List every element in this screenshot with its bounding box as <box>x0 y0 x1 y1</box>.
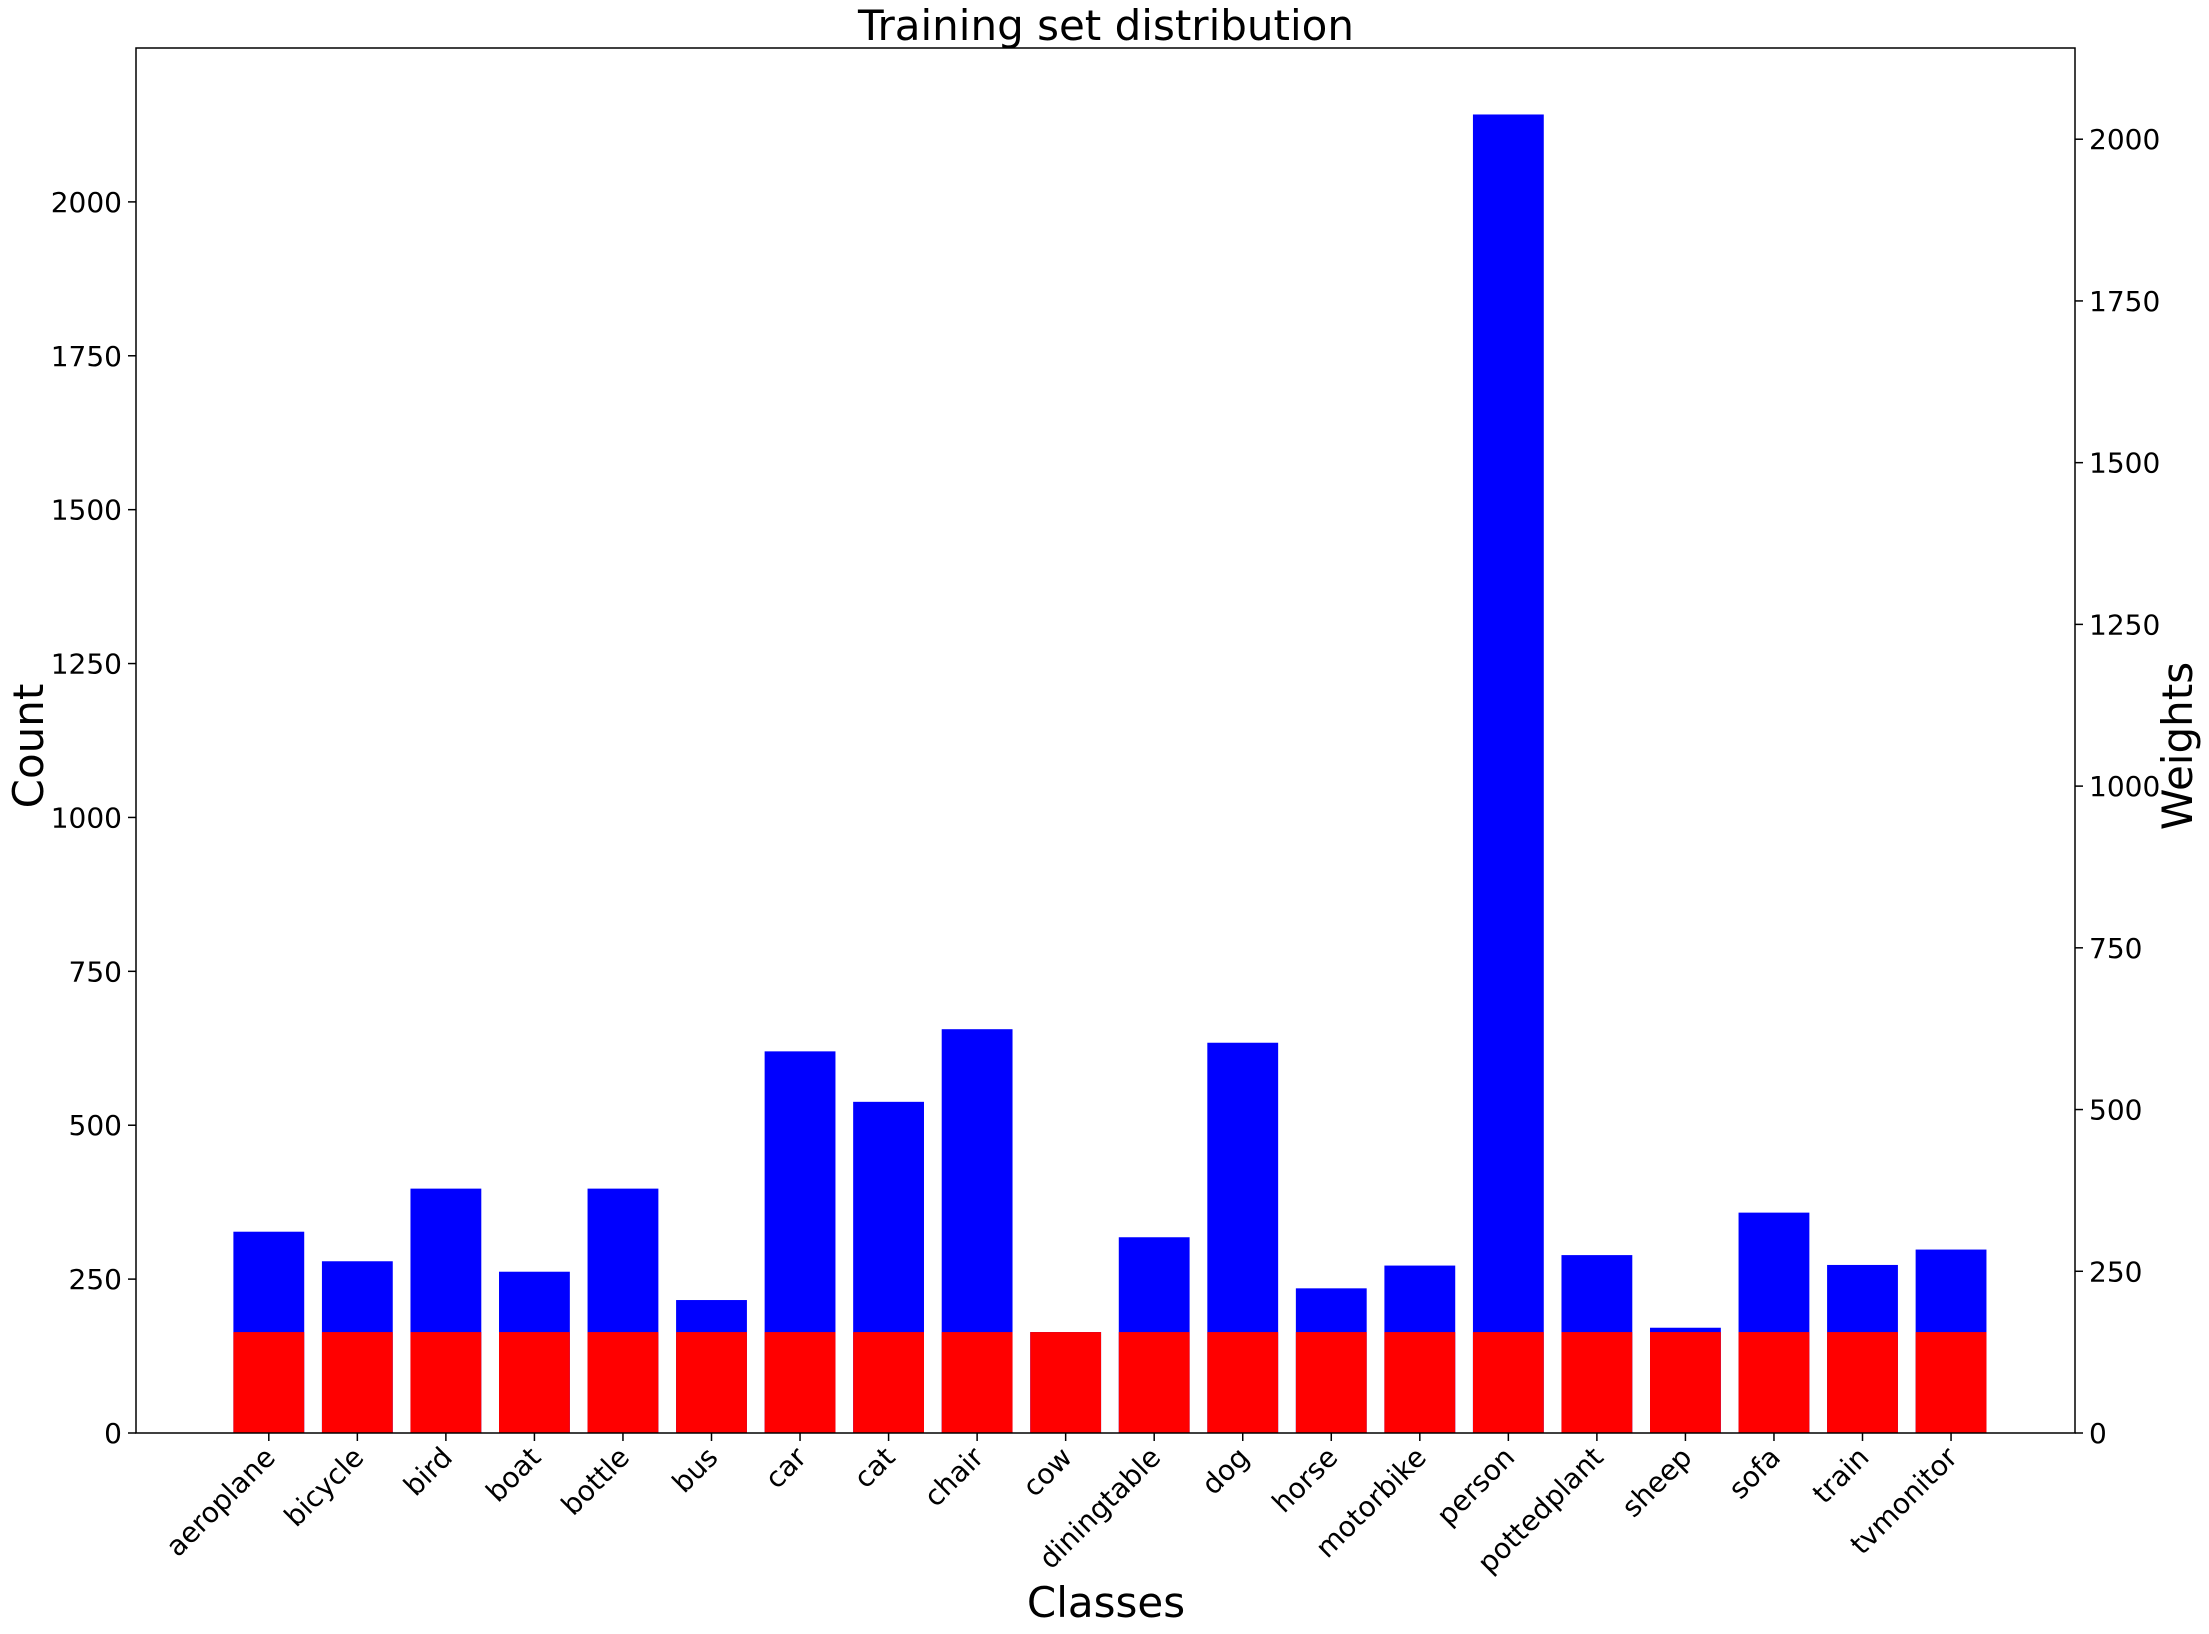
x-tick-label-bus: bus <box>666 1441 725 1500</box>
y-axis-title-left: Count <box>4 684 53 809</box>
weight-bar-chair <box>941 1332 1013 1433</box>
weight-bar-dog <box>1207 1332 1279 1433</box>
x-tick-label-bicycle: bicycle <box>278 1441 371 1534</box>
weight-bar-aeroplane <box>233 1332 305 1433</box>
x-tick-label-boat: boat <box>479 1441 547 1509</box>
y-tick-label-right: 250 <box>2089 1255 2142 1288</box>
y-tick-label-right: 2000 <box>2089 123 2160 156</box>
weight-bar-boat <box>499 1332 570 1433</box>
weight-bar-person <box>1472 1332 1544 1433</box>
y-tick-label-right: 1250 <box>2089 608 2160 641</box>
plot-frame <box>135 47 2076 1434</box>
chart-title: Training set distribution <box>857 1 1354 50</box>
weight-bar-sofa <box>1738 1332 1810 1433</box>
weight-bar-motorbike <box>1384 1332 1456 1433</box>
x-tick-label-dog: dog <box>1195 1441 1256 1502</box>
weight-bar-cat <box>853 1332 924 1433</box>
weight-bar-horse <box>1295 1332 1367 1433</box>
y-tick-label-right: 1750 <box>2089 285 2160 318</box>
weight-bar-cow <box>1030 1332 1102 1433</box>
x-tick-label-cow: cow <box>1016 1441 1079 1504</box>
weight-bar-train <box>1827 1332 1898 1433</box>
y-tick-label-left: 2000 <box>51 186 122 219</box>
x-tick-label-bird: bird <box>397 1441 459 1503</box>
weight-bar-bus <box>676 1332 747 1433</box>
count-bar-person <box>1472 114 1544 1434</box>
weight-bar-bicycle <box>321 1332 393 1433</box>
y-tick-label-left: 500 <box>69 1109 122 1142</box>
y-tick-label-right: 750 <box>2089 932 2142 965</box>
y-tick-label-left: 1500 <box>51 494 122 527</box>
x-tick-label-horse: horse <box>1266 1441 1345 1520</box>
weight-bar-bottle <box>587 1332 659 1433</box>
x-tick-label-cat: cat <box>847 1441 901 1495</box>
y-tick-label-left: 0 <box>104 1417 122 1450</box>
x-tick-label-aeroplane: aeroplane <box>159 1441 281 1563</box>
x-tick-label-train: train <box>1806 1441 1875 1510</box>
y-tick-label-left: 250 <box>69 1263 122 1296</box>
x-tick-label-sheep: sheep <box>1615 1441 1698 1524</box>
y-tick-label-left: 750 <box>69 955 122 988</box>
y-tick-label-left: 1750 <box>51 340 122 373</box>
weight-bar-car <box>764 1332 836 1433</box>
y-tick-label-right: 500 <box>2089 1094 2142 1127</box>
weight-bar-tvmonitor <box>1915 1332 1987 1433</box>
y-tick-label-left: 1000 <box>51 801 122 834</box>
y-tick-label-right: 1500 <box>2089 447 2160 480</box>
weight-bar-pottedplant <box>1561 1332 1633 1433</box>
y-tick-label-left: 1250 <box>51 648 122 681</box>
x-axis-title: Classes <box>1027 1578 1185 1627</box>
x-tick-label-sofa: sofa <box>1722 1441 1787 1506</box>
x-tick-label-bottle: bottle <box>555 1441 636 1522</box>
y-tick-label-right: 0 <box>2089 1417 2107 1450</box>
weight-bar-sheep <box>1650 1332 1721 1433</box>
x-tick-label-car: car <box>758 1440 813 1495</box>
y-tick-label-right: 1000 <box>2089 770 2160 803</box>
x-tick-label-chair: chair <box>918 1440 991 1513</box>
weight-bar-diningtable <box>1118 1332 1190 1433</box>
weight-bar-bird <box>410 1332 482 1433</box>
y-axis-title-right: Weights <box>2153 662 2202 830</box>
